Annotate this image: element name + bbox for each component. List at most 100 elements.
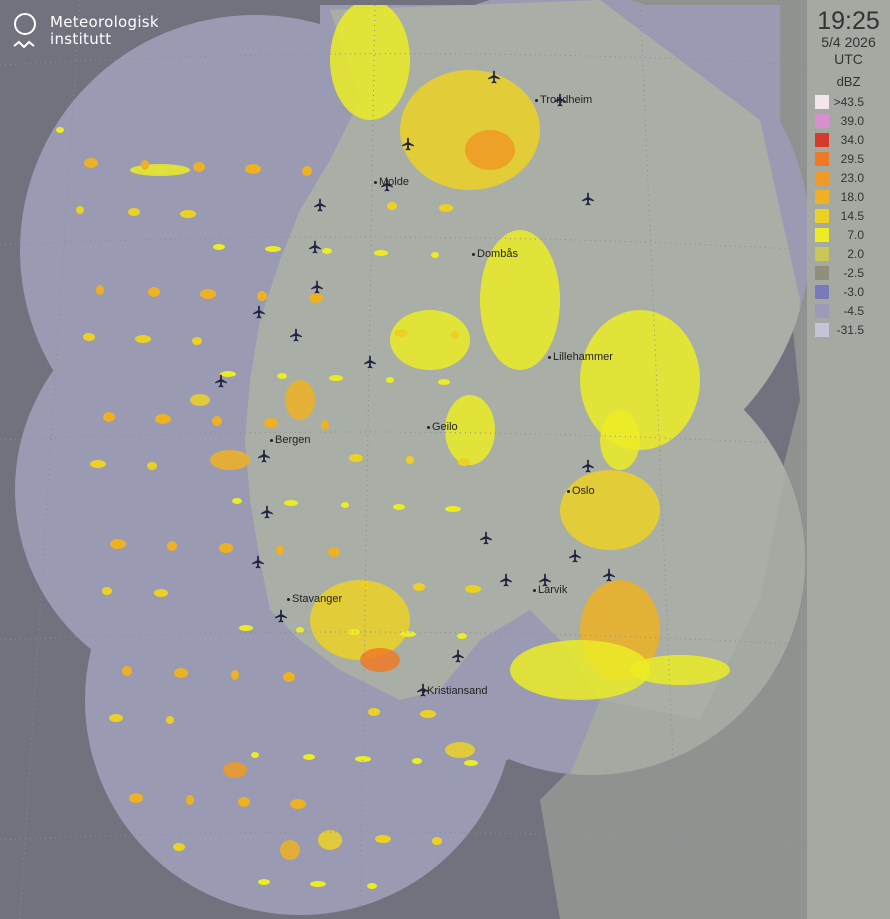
precipitation-cell	[277, 373, 287, 379]
airplane-icon[interactable]	[251, 555, 265, 569]
airplane-icon[interactable]	[568, 549, 582, 563]
precipitation-cell	[103, 412, 115, 422]
legend-value: 34.0	[840, 132, 864, 147]
precipitation-cell	[328, 547, 340, 557]
precipitation-area	[480, 230, 560, 370]
city-label: Kristiansand	[422, 685, 488, 697]
precipitation-cell	[186, 795, 194, 805]
airplane-icon[interactable]	[538, 573, 552, 587]
precipitation-area	[190, 394, 210, 406]
precipitation-cell	[341, 502, 349, 508]
precipitation-area	[600, 410, 640, 470]
legend-item: 7.0	[807, 225, 890, 244]
legend-swatch	[815, 94, 829, 109]
precipitation-cell	[264, 418, 278, 428]
precipitation-cell	[83, 333, 95, 341]
precipitation-cell	[147, 462, 157, 470]
precipitation-area	[465, 130, 515, 170]
precipitation-cell	[174, 668, 188, 678]
precipitation-cell	[393, 504, 405, 510]
precipitation-cell	[56, 127, 64, 133]
airplane-icon[interactable]	[479, 531, 493, 545]
precipitation-area	[560, 470, 660, 550]
legend-value: -31.5	[836, 322, 864, 337]
precipitation-cell	[329, 375, 343, 381]
precipitation-area	[223, 762, 247, 778]
city-label: Molde	[374, 176, 409, 188]
legend-value: 18.0	[840, 189, 864, 204]
airplane-icon[interactable]	[274, 609, 288, 623]
legend-value: -4.5	[843, 303, 864, 318]
legend-swatch	[815, 284, 829, 299]
precipitation-cell	[141, 160, 149, 170]
precipitation-cell	[122, 666, 132, 676]
precipitation-cell	[128, 208, 140, 216]
precipitation-cell	[374, 250, 388, 256]
airplane-icon[interactable]	[308, 240, 322, 254]
airplane-icon[interactable]	[289, 328, 303, 342]
precipitation-cell	[322, 248, 332, 254]
airplane-icon[interactable]	[602, 568, 616, 582]
precipitation-cell	[445, 506, 461, 512]
legend-swatch	[815, 246, 829, 261]
precipitation-cell	[432, 837, 442, 845]
precipitation-area	[445, 395, 495, 465]
airplane-icon[interactable]	[451, 649, 465, 663]
airplane-icon[interactable]	[310, 280, 324, 294]
precipitation-cell	[239, 625, 253, 631]
legend-swatch	[815, 132, 829, 147]
precipitation-cell	[412, 758, 422, 764]
logo-line2: institutt	[50, 30, 112, 48]
legend-item: -3.0	[807, 282, 890, 301]
airplane-icon[interactable]	[581, 459, 595, 473]
precipitation-cell	[109, 714, 123, 722]
airplane-icon[interactable]	[313, 198, 327, 212]
precipitation-cell	[110, 539, 126, 549]
precipitation-cell	[451, 331, 459, 339]
precipitation-cell	[167, 541, 177, 551]
precipitation-cell	[283, 672, 295, 682]
airplane-icon[interactable]	[487, 70, 501, 84]
precipitation-area	[318, 830, 342, 850]
legend-swatch	[815, 208, 829, 223]
precipitation-cell	[90, 460, 106, 468]
precipitation-cell	[232, 498, 242, 504]
legend-panel: 19:25 5/4 2026 UTC dBZ >43.5 39.0 34.0 29.5…	[807, 0, 890, 919]
airplane-icon[interactable]	[363, 355, 377, 369]
precipitation-cell	[420, 710, 436, 718]
airplane-icon[interactable]	[581, 192, 595, 206]
precipitation-area	[310, 580, 410, 660]
precipitation-cell	[257, 291, 267, 301]
precipitation-cell	[219, 543, 233, 553]
legend-value: 39.0	[840, 113, 864, 128]
airplane-icon[interactable]	[401, 137, 415, 151]
precipitation-cell	[309, 293, 323, 303]
airplane-icon[interactable]	[260, 505, 274, 519]
precipitation-cell	[321, 420, 329, 430]
city-label: Dombås	[472, 248, 518, 260]
airplane-icon[interactable]	[257, 449, 271, 463]
legend-swatch	[815, 113, 829, 128]
legend-value: -2.5	[843, 265, 864, 280]
precipitation-area	[210, 450, 250, 470]
logo-line1: Meteorologisk	[50, 13, 159, 31]
city-label: Stavanger	[287, 593, 342, 605]
legend-swatch	[815, 170, 829, 185]
precipitation-cell	[431, 252, 439, 258]
precipitation-cell	[77, 791, 87, 801]
legend-value: 2.0	[847, 246, 864, 261]
airplane-icon[interactable]	[214, 374, 228, 388]
airplane-icon[interactable]	[252, 305, 266, 319]
airplane-icon[interactable]	[499, 573, 513, 587]
precipitation-cell	[458, 458, 470, 466]
precipitation-cell	[310, 881, 326, 887]
legend-item: 39.0	[807, 111, 890, 130]
precipitation-cell	[368, 708, 380, 716]
legend-item: -31.5	[807, 320, 890, 339]
legend-swatch	[815, 151, 829, 166]
precipitation-area	[510, 640, 650, 700]
precipitation-cell	[457, 633, 467, 639]
precipitation-cell	[135, 335, 151, 343]
precipitation-cell	[349, 454, 363, 462]
